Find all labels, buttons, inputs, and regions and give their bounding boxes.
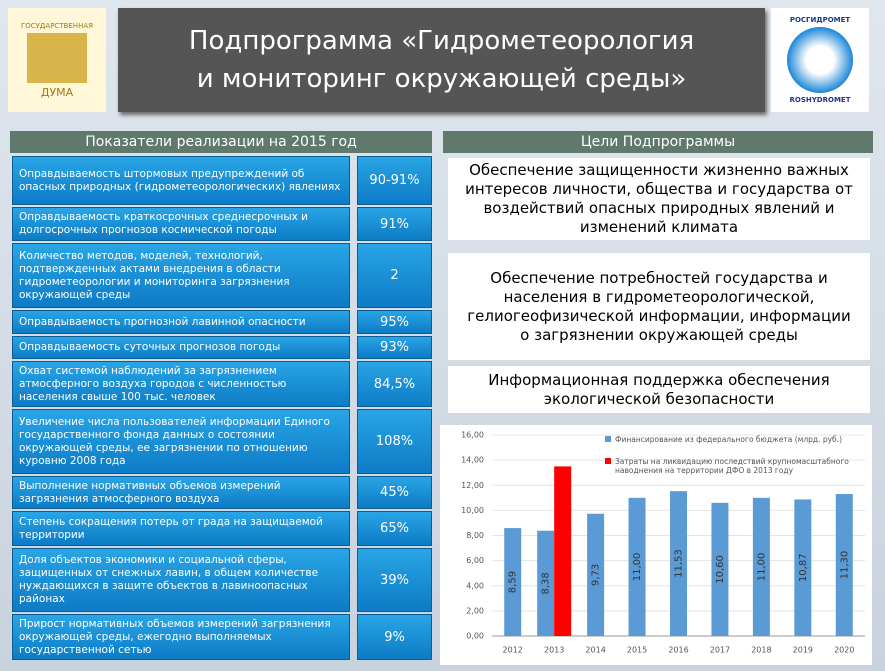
value-label: 10,87 xyxy=(798,553,809,582)
y-tick-label: 6,00 xyxy=(466,556,484,565)
indicator-value: 95% xyxy=(357,310,432,334)
goal-item: Обеспечение потребностей государства и н… xyxy=(448,253,870,360)
x-tick-label: 2012 xyxy=(503,646,523,655)
goals-header: Цели Подпрограммы xyxy=(443,131,873,153)
legend-swatch xyxy=(605,436,611,442)
indicator-value: 90-91% xyxy=(357,156,432,205)
y-tick-label: 8,00 xyxy=(466,531,484,540)
y-tick-label: 16,00 xyxy=(461,431,484,440)
indicator-name: Увеличение числа пользователей информаци… xyxy=(12,409,350,474)
value-label: 11,53 xyxy=(674,549,685,578)
value-label: 8,59 xyxy=(508,571,519,593)
value-label: 11,30 xyxy=(839,551,850,580)
logo-circle xyxy=(787,27,853,93)
y-tick-label: 14,00 xyxy=(461,456,484,465)
x-tick-label: 2017 xyxy=(710,646,730,655)
indicator-name: Оправдываемость краткосрочных среднесроч… xyxy=(12,207,350,241)
indicator-value: 84,5% xyxy=(357,361,432,407)
roshydromet-logo: РОСГИДРОМЕТ ROSHYDROMET xyxy=(771,8,869,112)
indicator-value: 108% xyxy=(357,409,432,474)
x-tick-label: 2014 xyxy=(585,646,605,655)
value-label: 9,73 xyxy=(591,564,602,586)
indicator-name: Количество методов, моделей, технологий,… xyxy=(12,243,350,308)
x-tick-label: 2018 xyxy=(751,646,771,655)
chart-svg: 0,00 2,00 4,00 6,00 8,00 10,00 12,00 14,00 16,00… xyxy=(461,431,865,655)
logo-text: РОСГИДРОМЕТ xyxy=(789,16,851,24)
bar xyxy=(554,466,572,636)
value-label: 11,00 xyxy=(632,553,643,582)
value-label: 10,60 xyxy=(715,555,726,584)
indicator-name: Доля объектов экономики и социальной сфе… xyxy=(12,548,350,612)
value-label: 8,38 xyxy=(541,572,552,594)
indicators-header: Показатели реализации на 2015 год xyxy=(10,131,432,153)
indicator-value: 93% xyxy=(357,336,432,359)
chart: 0,00 2,00 4,00 6,00 8,00 10,00 12,00 14,00 16,00… xyxy=(440,425,872,665)
indicator-name: Выполнение нормативных объемов измерений… xyxy=(12,476,350,509)
bar xyxy=(537,530,555,636)
y-tick-label: 0,00 xyxy=(466,632,484,641)
legend-swatch xyxy=(605,458,611,464)
logo-text: ГОСУДАРСТВЕННАЯ xyxy=(21,21,93,30)
logo-building xyxy=(27,32,87,83)
legend-label: Финансирование из федерального бюджета (… xyxy=(615,435,842,444)
slide-title: Подпрограмма «Гидрометеорология и монито… xyxy=(118,8,765,112)
bar xyxy=(587,513,605,636)
bar xyxy=(711,502,729,636)
indicator-value: 39% xyxy=(357,548,432,612)
indicator-name: Степень сокращения потерь от града на за… xyxy=(12,511,350,546)
legend-entry: Затраты на ликвидацию последствий крупно… xyxy=(605,457,865,475)
indicator-name: Оправдываемость прогнозной лавинной опас… xyxy=(12,310,350,334)
bar xyxy=(835,494,853,636)
duma-logo: ГОСУДАРСТВЕННАЯ ДУМА xyxy=(8,8,106,112)
y-tick-label: 2,00 xyxy=(466,606,484,615)
indicator-value: 9% xyxy=(357,614,432,660)
indicator-name: Оправдываемость суточных прогнозов погод… xyxy=(12,336,350,359)
x-tick-label: 2013 xyxy=(544,646,564,655)
goal-item: Обеспечение защищенности жизненно важных… xyxy=(448,158,870,240)
x-tick-label: 2016 xyxy=(668,646,688,655)
bar xyxy=(670,491,687,636)
indicator-name: Прирост нормативных объемов измерений за… xyxy=(12,614,350,660)
x-tick-label: 2019 xyxy=(793,646,813,655)
indicator-value: 91% xyxy=(357,207,432,241)
indicator-name: Оправдываемость штормовых предупреждений… xyxy=(12,156,350,205)
value-label: 11,00 xyxy=(756,553,767,582)
logo-text: ДУМА xyxy=(40,85,74,99)
bar xyxy=(504,528,522,636)
x-tick-label: 2015 xyxy=(627,646,647,655)
bar xyxy=(628,497,646,636)
goal-item: Информационная поддержка обеспечения эко… xyxy=(448,366,870,413)
logo-text: ROSHYDROMET xyxy=(789,96,851,104)
legend-label: Затраты на ликвидацию последствий крупно… xyxy=(615,457,849,475)
indicator-value: 65% xyxy=(357,511,432,546)
legend-entry: Финансирование из федерального бюджета (… xyxy=(605,435,865,444)
indicator-value: 2 xyxy=(357,243,432,308)
x-tick-label: 2020 xyxy=(834,646,854,655)
y-tick-label: 12,00 xyxy=(461,481,484,490)
bar xyxy=(794,499,812,636)
bar xyxy=(752,497,770,636)
indicator-name: Охват системой наблюдений за загрязнение… xyxy=(12,361,350,407)
y-tick-label: 10,00 xyxy=(461,506,484,515)
y-tick-label: 4,00 xyxy=(466,581,484,590)
indicator-value: 45% xyxy=(357,476,432,509)
